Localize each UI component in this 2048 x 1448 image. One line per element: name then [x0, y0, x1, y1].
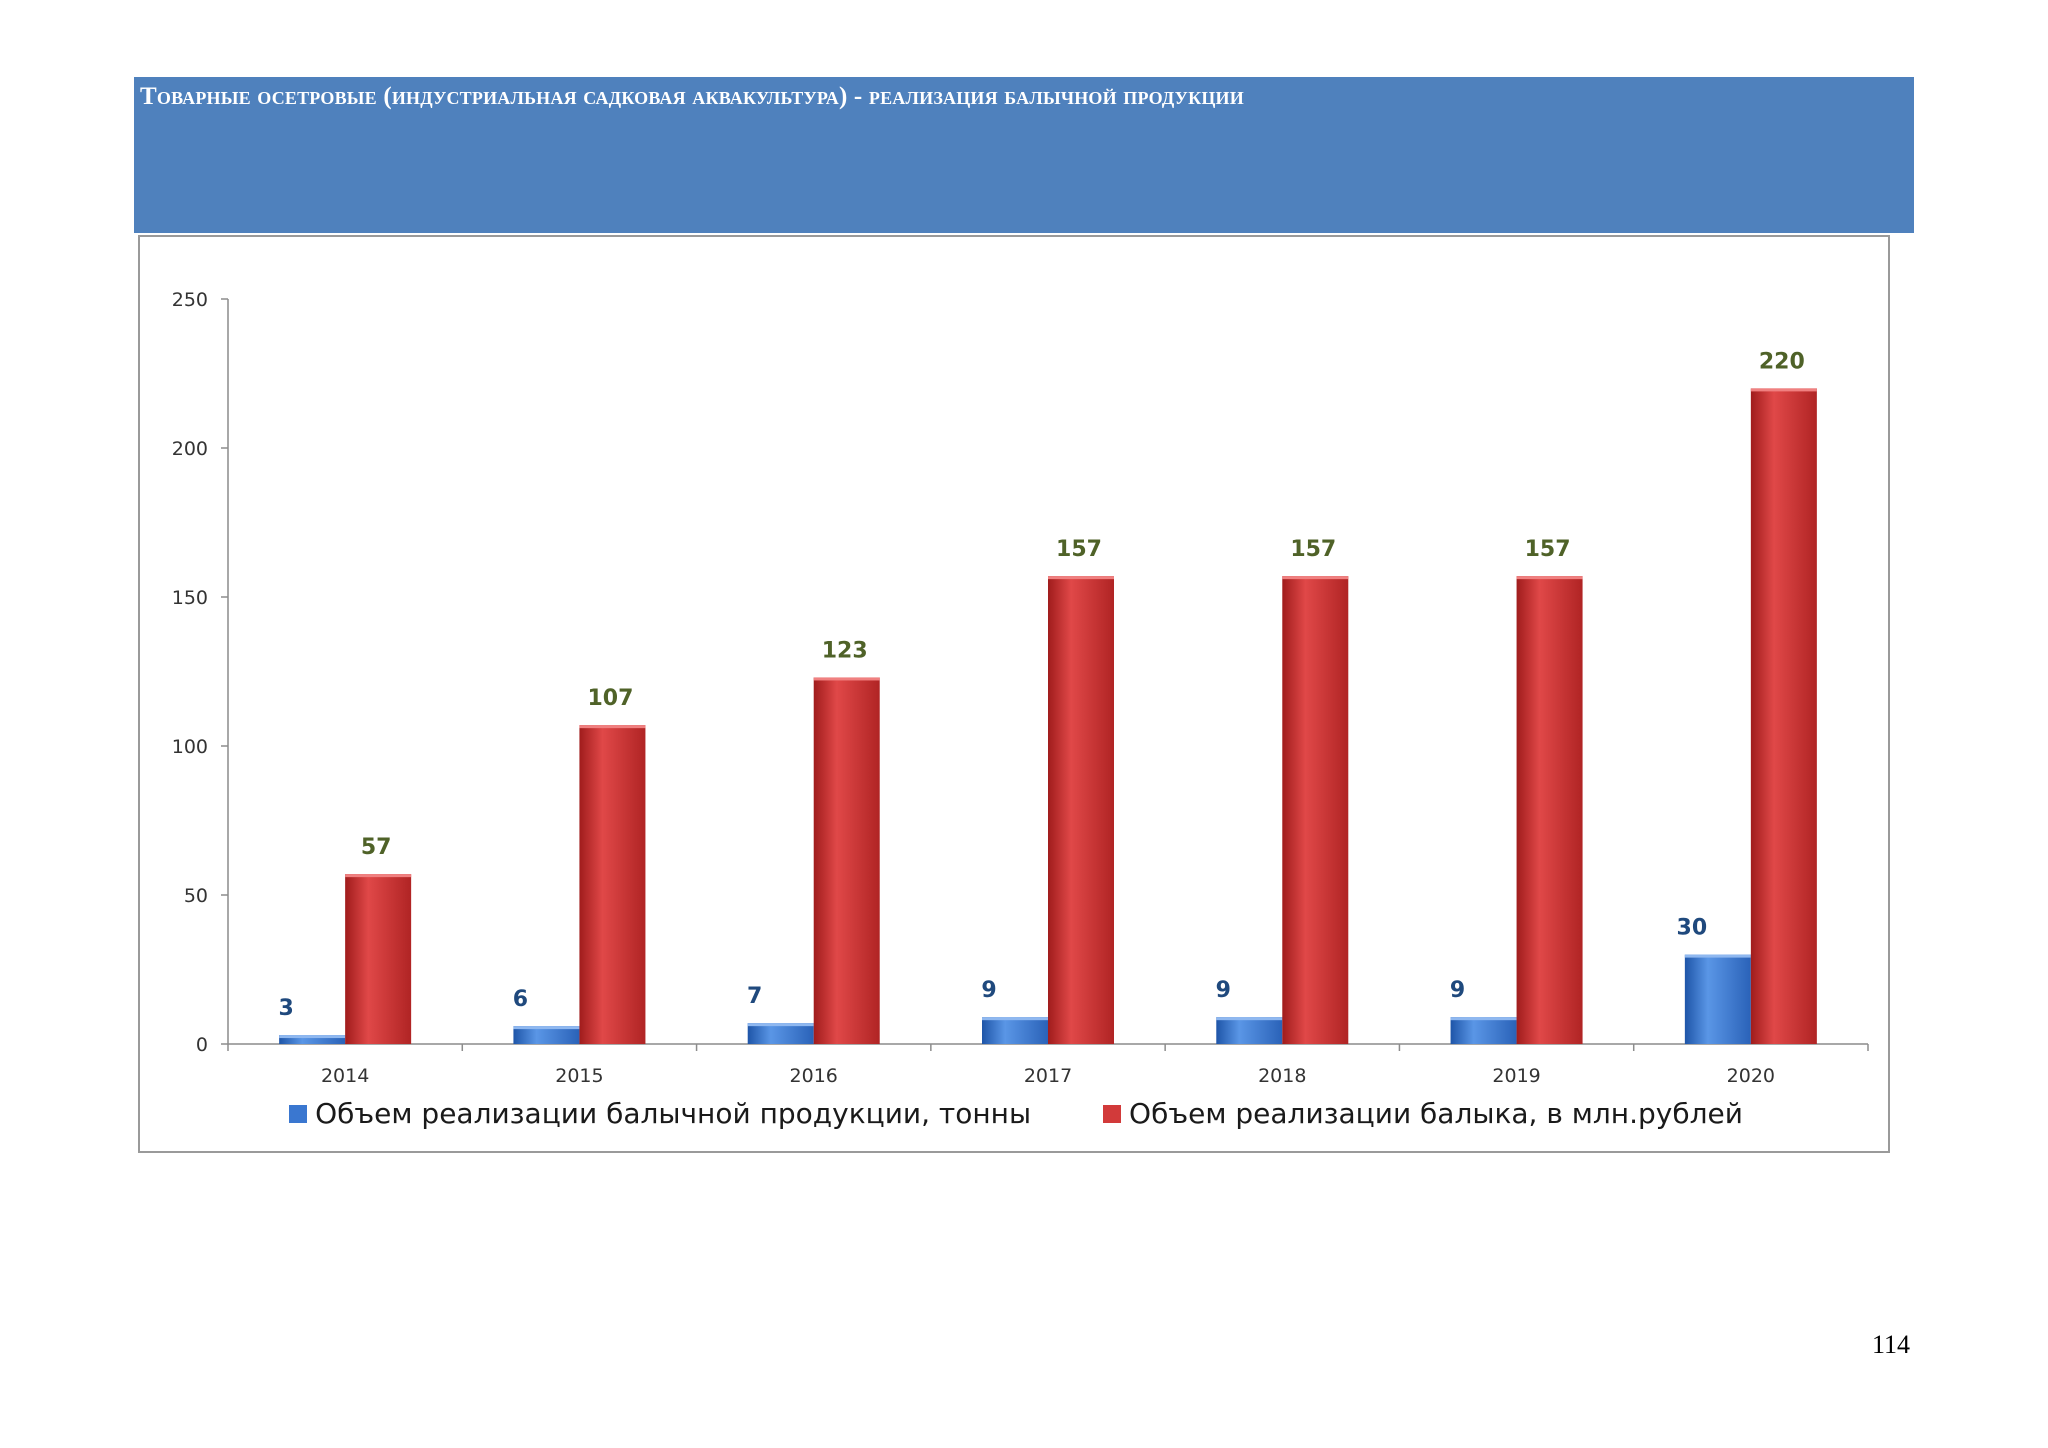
data-label-tonnes: 3 [278, 996, 293, 1021]
bar-tonnes [513, 1026, 580, 1044]
data-label-tonnes: 30 [1677, 916, 1708, 941]
bar-rubles [1048, 576, 1114, 1044]
legend-swatch-red [1103, 1104, 1122, 1123]
data-label-rubles: 123 [822, 638, 868, 663]
bars [279, 388, 1817, 1044]
data-labels: 3 57 6 107 7 123 9 157 9 157 9 157 30 220 [278, 349, 1804, 1021]
bar-tonnes [279, 1035, 346, 1044]
y-tick-label: 100 [172, 736, 208, 758]
y-tick-label: 50 [184, 885, 208, 907]
bar-tonnes [1684, 954, 1751, 1044]
data-label-tonnes: 6 [513, 987, 528, 1012]
data-label-rubles: 157 [1525, 537, 1571, 562]
y-tick-label: 0 [196, 1034, 208, 1056]
legend-swatch-blue [289, 1104, 308, 1123]
bar-rubles-cap [1282, 576, 1349, 580]
bar-chart: 0 50 100 150 200 250 2014 2015 2016 2017 2018 2019 2… [172, 289, 1869, 1087]
bar-tonnes-cap [1684, 954, 1751, 958]
x-tick-label: 2019 [1492, 1065, 1540, 1087]
legend-item-rubles: Объем реализации балыка, в млн.рублей [1103, 1097, 1743, 1130]
chart-frame: 0 50 100 150 200 250 2014 2015 2016 2017 2018 2019 2… [138, 235, 1890, 1153]
data-label-tonnes: 7 [747, 984, 762, 1009]
data-label-rubles: 57 [361, 835, 392, 860]
data-label-rubles: 220 [1759, 349, 1805, 374]
data-label-tonnes: 9 [1216, 978, 1231, 1003]
bar-tonnes [1450, 1017, 1517, 1044]
bar-rubles-cap [1048, 576, 1114, 580]
x-tick-label: 2017 [1024, 1065, 1072, 1087]
page-number: 114 [1871, 1330, 1910, 1359]
header-band: Товарные осетровые (индустриальная садко… [134, 77, 1914, 233]
legend-label-rubles: Объем реализации балыка, в млн.рублей [1129, 1097, 1743, 1130]
bar-tonnes-cap [513, 1026, 580, 1030]
legend-item-tonnes: Объем реализации балычной продукции, тон… [289, 1097, 1031, 1130]
bar-rubles-cap [579, 725, 646, 729]
data-label-tonnes: 9 [1450, 978, 1465, 1003]
bar-rubles-cap [345, 874, 412, 878]
bar-tonnes [982, 1017, 1048, 1044]
bar-rubles [1750, 388, 1817, 1044]
data-label-rubles: 157 [1056, 537, 1102, 562]
data-label-tonnes: 9 [981, 978, 996, 1003]
bar-rubles [579, 725, 646, 1044]
bar-rubles [345, 874, 412, 1044]
bar-rubles-cap [1750, 388, 1817, 392]
legend-label-tonnes: Объем реализации балычной продукции, тон… [315, 1097, 1032, 1130]
data-label-rubles: 107 [587, 686, 633, 711]
data-label-rubles: 157 [1290, 537, 1336, 562]
bar-tonnes [1216, 1017, 1283, 1044]
bar-rubles [1282, 576, 1349, 1044]
bar-rubles-cap [813, 677, 880, 681]
bar-tonnes-cap [747, 1023, 814, 1027]
bar-rubles-cap [1516, 576, 1583, 580]
page-title: Товарные осетровые (индустриальная садко… [140, 83, 1244, 110]
bar-tonnes-cap [279, 1035, 346, 1039]
bar-tonnes-cap [982, 1017, 1048, 1021]
y-tick-label: 250 [172, 289, 208, 311]
y-tick-label: 200 [172, 438, 208, 460]
bar-tonnes [747, 1023, 814, 1044]
bar-tonnes-cap [1450, 1017, 1517, 1021]
bar-rubles [1516, 576, 1583, 1044]
legend: Объем реализации балычной продукции, тон… [140, 1097, 1892, 1130]
axes: 0 50 100 150 200 250 2014 2015 2016 2017 2018 2019 2… [172, 289, 1869, 1087]
bar-rubles [813, 677, 880, 1044]
bar-tonnes-cap [1216, 1017, 1283, 1021]
y-tick-label: 150 [172, 587, 208, 609]
x-tick-label: 2014 [321, 1065, 369, 1087]
x-tick-label: 2018 [1258, 1065, 1306, 1087]
x-tick-label: 2020 [1727, 1065, 1775, 1087]
x-tick-label: 2016 [790, 1065, 838, 1087]
x-tick-label: 2015 [555, 1065, 603, 1087]
